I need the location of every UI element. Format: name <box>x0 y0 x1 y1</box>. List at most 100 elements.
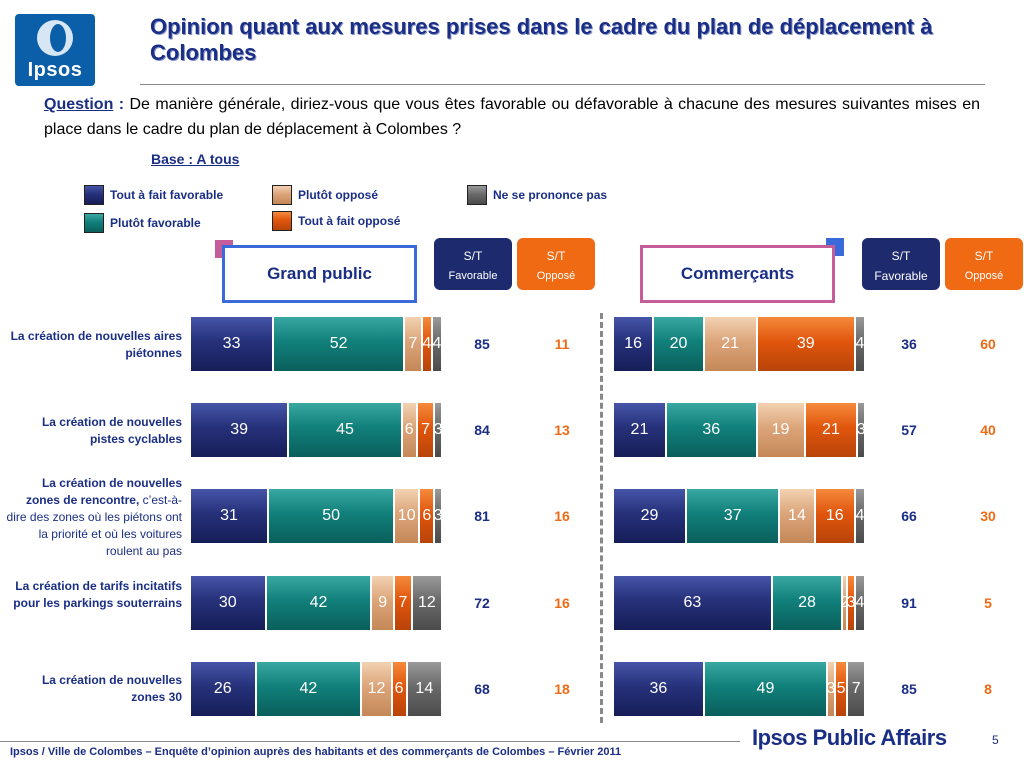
bar-segment: 21 <box>804 402 858 458</box>
bar-row: 30 42 9 7 12 <box>190 575 442 631</box>
st-favorable-value: 68 <box>474 681 490 697</box>
legend-swatch <box>272 185 292 205</box>
bar-segment: 63 <box>613 575 772 631</box>
bar-row: 16 20 21 39 4 <box>613 316 865 372</box>
st-favorable-header-grand-public: S/T Favorable <box>434 238 512 290</box>
data-label: 7 <box>408 335 418 352</box>
data-label: 16 <box>825 507 844 524</box>
data-label: 7 <box>398 594 408 611</box>
row-label-tarifs-parkings: La création de tarifs incitatifs pour le… <box>6 578 182 612</box>
bar-segment: 30 <box>190 575 266 631</box>
data-label: 39 <box>796 335 815 352</box>
st-oppose-header-grand-public: S/T Opposé <box>517 238 595 290</box>
data-label: 6 <box>394 680 404 697</box>
st-bottom-label: Opposé <box>536 270 576 282</box>
row-label-bold: La création de nouvelles aires piétonnes <box>10 329 182 360</box>
data-label: 49 <box>756 680 775 697</box>
data-label: 45 <box>336 421 354 438</box>
st-bottom-label: Favorable <box>448 270 498 282</box>
legend-tout-oppose: Tout à fait opposé <box>272 211 400 231</box>
st-favorable-value: 81 <box>474 508 490 524</box>
bar-row: 63 28 2 3 4 <box>613 575 865 631</box>
legend-label: Tout à fait opposé <box>298 214 401 228</box>
row-label-zones-rencontre: La création de nouvelles zones de rencon… <box>6 475 182 560</box>
data-label: 5 <box>836 680 846 697</box>
data-label: 4 <box>855 507 865 524</box>
legend-swatch <box>84 213 104 233</box>
data-label: 50 <box>322 507 340 524</box>
brand-name: Ipsos Public Affairs <box>752 725 947 750</box>
data-label: 31 <box>220 507 238 524</box>
st-oppose-header-commercants: S/T Opposé <box>945 238 1023 290</box>
bar-segment: 6 <box>391 661 407 717</box>
row-label-bold: La création de tarifs incitatifs pour le… <box>13 579 182 610</box>
bar-segment: 36 <box>665 402 757 458</box>
panel-title-grand-public: Grand public <box>222 245 417 303</box>
data-label: 14 <box>788 507 806 524</box>
st-oppose-value: 30 <box>980 508 996 524</box>
ipsos-logo: Ipsos <box>15 14 95 86</box>
data-label: 9 <box>378 594 388 611</box>
bar-segment: 10 <box>394 488 420 544</box>
data-label: 4 <box>432 335 442 352</box>
bar-segment: 39 <box>190 402 289 458</box>
bar-segment: 7 <box>404 316 422 372</box>
legend-label: Plutôt opposé <box>298 188 378 202</box>
data-label: 12 <box>367 680 386 697</box>
data-label: 26 <box>213 680 232 697</box>
row-label-bold: La création de nouvelles zones de rencon… <box>25 476 182 507</box>
data-label: 3 <box>846 594 856 611</box>
data-label: 10 <box>397 507 416 524</box>
footer-text: Ipsos / Ville de Colombes – Enquête d’op… <box>10 746 622 758</box>
st-top-label: S/T <box>974 249 994 263</box>
legend-plutot-favorable: Plutôt favorable <box>84 213 201 233</box>
bar-segment: 7 <box>416 402 435 458</box>
base-note: Base : A tous <box>151 151 240 167</box>
logo-text: Ipsos <box>27 59 83 81</box>
data-label: 36 <box>702 421 721 438</box>
row-label-bold: La création de nouvelles zones 30 <box>41 673 182 704</box>
data-label: 20 <box>669 335 688 352</box>
bar-segment: 49 <box>703 661 828 717</box>
legend-swatch <box>272 211 292 231</box>
panel-divider <box>600 313 603 723</box>
footer-divider <box>0 741 740 742</box>
bar-segment: 4 <box>421 316 432 372</box>
st-favorable-value: 72 <box>474 595 490 611</box>
legend-ne-se-prononce-pas: Ne se prononce pas <box>467 185 607 205</box>
st-favorable-value: 57 <box>901 422 917 438</box>
bar-segment: 52 <box>273 316 405 372</box>
bar-segment: 33 <box>190 316 274 372</box>
bar-segment: 28 <box>771 575 843 631</box>
bar-segment: 19 <box>756 402 805 458</box>
bar-segment: 5 <box>834 661 848 717</box>
data-label: 6 <box>404 421 414 438</box>
legend-swatch <box>467 185 487 205</box>
st-bottom-label: Opposé <box>964 270 1004 282</box>
bar-segment: 3 <box>827 661 835 717</box>
row-label-zones-30: La création de nouvelles zones 30 <box>6 672 182 706</box>
st-oppose-value: 40 <box>980 422 996 438</box>
data-label: 3 <box>433 421 443 438</box>
title-divider <box>140 84 985 85</box>
st-favorable-value: 85 <box>901 681 917 697</box>
question-colon: : <box>113 96 130 113</box>
data-label: 3 <box>826 680 836 697</box>
st-oppose-value: 11 <box>554 336 570 352</box>
st-oppose-value: 5 <box>984 595 992 611</box>
st-oppose-value: 18 <box>554 681 570 697</box>
data-label: 42 <box>309 594 328 611</box>
st-oppose-value: 8 <box>984 681 992 697</box>
legend-label: Ne se prononce pas <box>493 188 608 202</box>
legend-swatch <box>84 185 104 205</box>
bar-segment: 12 <box>361 661 392 717</box>
st-favorable-value: 85 <box>474 336 490 352</box>
panel-title-commercants: Commerçants <box>640 245 835 303</box>
st-top-label: S/T <box>891 249 911 263</box>
data-label: 19 <box>771 421 790 438</box>
bar-segment: 6 <box>419 488 435 544</box>
st-favorable-value: 36 <box>901 336 917 352</box>
data-label: 33 <box>222 335 241 352</box>
row-label-pistes-cyclables: La création de nouvelles pistes cyclable… <box>6 414 182 448</box>
bar-segment: 26 <box>190 661 256 717</box>
